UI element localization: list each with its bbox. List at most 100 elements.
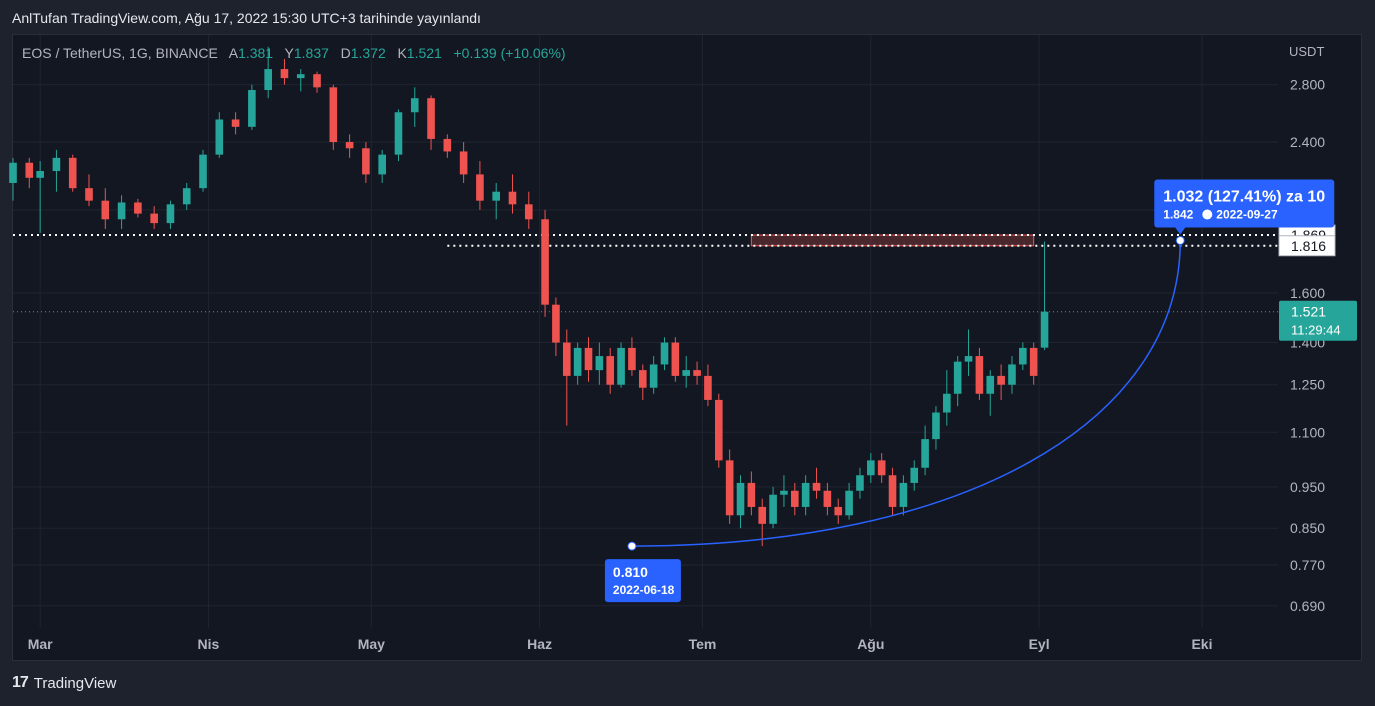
candle-body	[459, 151, 468, 175]
candle-body	[524, 204, 533, 220]
x-tick-label: Eki	[1191, 636, 1212, 652]
candle-body	[791, 490, 799, 507]
brand-name: TradingView	[33, 674, 117, 692]
y-tick-label: 1.600	[1290, 285, 1325, 301]
candle-body	[997, 375, 1005, 385]
callout-pointer	[1175, 227, 1186, 235]
resistance-zone	[750, 234, 1035, 247]
candle-body	[52, 157, 61, 172]
candle-body	[166, 204, 175, 224]
end-callout	[1154, 179, 1335, 228]
y-tick-label: 0.770	[1290, 557, 1325, 573]
symbol-legend: EOS / TetherUS, 1G, BINANCE A1.381 Y1.83…	[22, 45, 566, 61]
candle-body	[1019, 347, 1027, 365]
target-date-label: 2022-09-27	[1216, 207, 1278, 221]
candle-body	[280, 69, 289, 79]
candle-body	[649, 364, 658, 388]
candle-body	[101, 200, 110, 220]
footer-brand[interactable]: 17 TradingView	[12, 674, 116, 692]
y-tick-label: 0.690	[1290, 598, 1325, 614]
start-callout	[604, 559, 681, 603]
y-tick-label: 2.800	[1290, 77, 1325, 93]
projection-end-point	[1175, 235, 1185, 245]
candle-body	[296, 74, 305, 79]
candle-body	[68, 157, 77, 189]
countdown-text: 11:29:44	[1291, 323, 1341, 338]
candle-body	[231, 119, 240, 127]
candle-body	[584, 347, 593, 371]
candle-body	[117, 202, 126, 220]
candle-body	[492, 191, 500, 201]
candle-body	[921, 439, 929, 468]
low-label: D	[340, 45, 351, 61]
x-tick-label: Haz	[527, 636, 552, 652]
candle-body	[975, 356, 984, 394]
projection-start-point	[627, 541, 637, 551]
x-tick-label: Mar	[28, 636, 53, 652]
candle-body	[150, 213, 158, 224]
candle-body	[877, 460, 886, 476]
candle-body	[25, 162, 34, 178]
candle-body	[660, 342, 669, 365]
last-price-text: 1.521	[1291, 304, 1326, 320]
candle-body	[562, 342, 571, 376]
candle-body	[888, 475, 897, 507]
candle-body	[812, 482, 821, 491]
open-value: 1.381	[238, 45, 274, 61]
candle-body	[932, 412, 940, 440]
candle-body	[953, 361, 962, 394]
candle-body	[427, 98, 435, 139]
y-tick-label: 1.100	[1290, 424, 1325, 440]
low-value: 1.372	[350, 45, 386, 61]
candle-body	[638, 370, 647, 388]
candle-body	[617, 347, 625, 385]
high-label: Y	[284, 45, 294, 61]
x-tick-label: Tem	[689, 636, 717, 652]
candle-body	[943, 393, 951, 413]
clock-icon	[1202, 209, 1213, 220]
change-value: +0.139 (+10.06%)	[453, 45, 566, 61]
candle-body	[747, 482, 756, 507]
candle-body	[443, 138, 452, 152]
candle-body	[1008, 364, 1016, 385]
candle-body	[628, 347, 636, 371]
candle-body	[780, 490, 788, 495]
x-tick-label: Ağu	[857, 636, 884, 652]
candle-body	[394, 112, 403, 155]
candle-body	[199, 154, 207, 189]
candle-body	[671, 342, 680, 376]
chart-panel[interactable]	[12, 34, 1362, 661]
candle-body	[823, 490, 832, 507]
tradingview-logo-icon: 17	[12, 674, 29, 691]
y-tick-label: 2.400	[1290, 134, 1325, 150]
candle-body	[329, 87, 338, 143]
level-tag	[1278, 235, 1336, 257]
candle-body	[867, 460, 875, 476]
candle-body	[508, 191, 517, 205]
candle-body	[410, 98, 419, 113]
candle-body	[1029, 347, 1038, 376]
candle-body	[856, 475, 864, 491]
close-label: K	[397, 45, 407, 61]
candle-body	[362, 148, 370, 175]
high-value: 1.837	[293, 45, 329, 61]
candle-body	[758, 506, 767, 524]
header-attribution: AnlTufan TradingView.com, Ağu 17, 2022 1…	[12, 10, 481, 26]
last-price-tag	[1279, 300, 1357, 341]
target-price-label: 1.842	[1163, 207, 1193, 221]
candle-body	[85, 188, 93, 201]
x-tick-label: May	[358, 636, 385, 652]
x-tick-label: Eyl	[1029, 636, 1050, 652]
y-tick-label: 0.950	[1290, 479, 1325, 495]
candle-body	[693, 370, 701, 376]
candle-body	[845, 490, 853, 516]
x-tick-label: Nis	[198, 636, 220, 652]
candle-body	[264, 69, 272, 91]
candle-body	[36, 171, 44, 178]
candle-body	[714, 399, 723, 461]
symbol-name[interactable]: EOS / TetherUS, 1G, BINANCE	[22, 45, 218, 61]
level-tag-text: 1.816	[1291, 238, 1326, 254]
candle-body	[248, 90, 256, 127]
candle-body	[573, 347, 582, 376]
